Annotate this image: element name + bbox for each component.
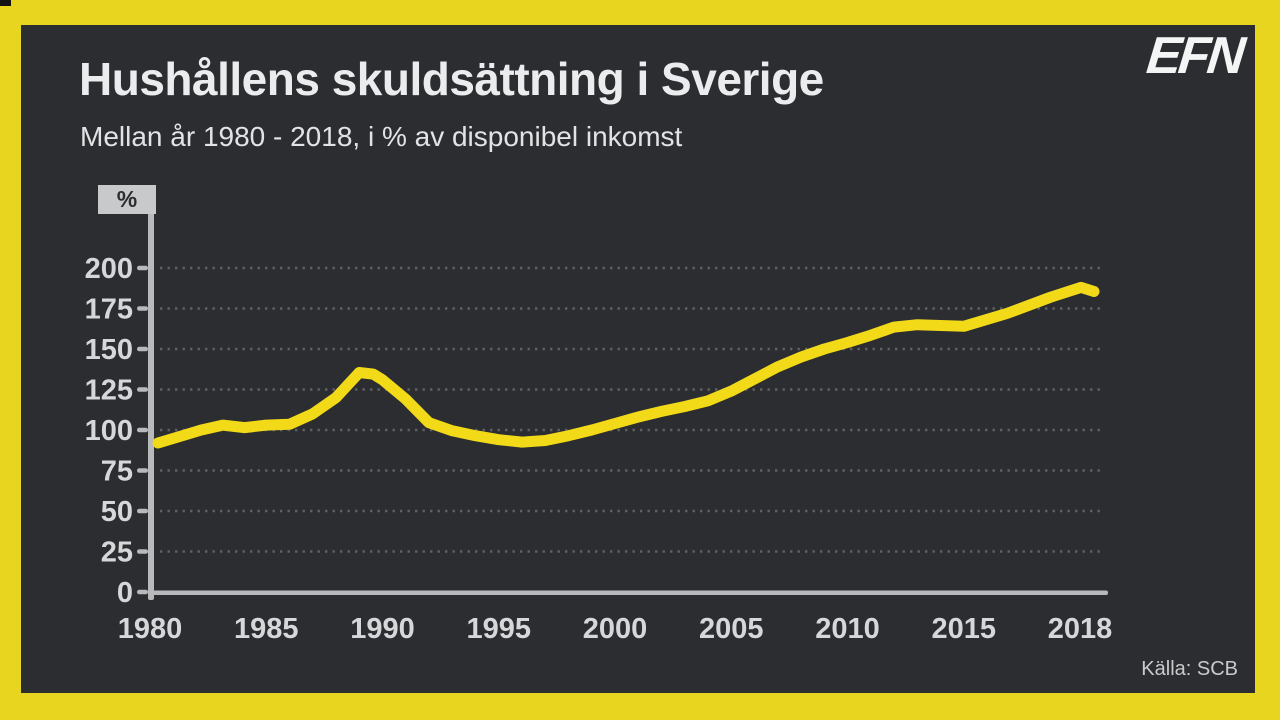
y-tick — [137, 346, 148, 352]
x-tick-label: 2018 — [1048, 613, 1113, 645]
y-tick-label: 0 — [117, 577, 133, 609]
x-tick-label: 1990 — [350, 613, 415, 645]
y-tick-label: 150 — [85, 334, 133, 366]
y-tick — [137, 265, 148, 271]
chart-panel — [21, 25, 1255, 693]
unit-label: % — [116, 186, 138, 212]
y-tick — [137, 468, 148, 473]
x-tick-label: 2010 — [815, 613, 880, 645]
efn-logo: EFN — [1143, 27, 1246, 85]
y-tick — [137, 306, 148, 311]
y-tick-label: 125 — [85, 375, 133, 407]
y-tick-label: 50 — [101, 496, 133, 528]
chart-subtitle: Mellan år 1980 - 2018, i % av disponibel… — [80, 121, 683, 152]
corner-notch — [0, 0, 11, 6]
y-tick-label: 100 — [85, 415, 133, 447]
x-tick-label: 1985 — [234, 613, 299, 645]
y-tick-label: 175 — [85, 294, 133, 326]
x-tick-label: 2005 — [699, 613, 764, 645]
x-tick-label: 1980 — [118, 613, 183, 645]
y-tick — [137, 508, 148, 514]
x-axis-line — [148, 590, 1108, 595]
chart-title: Hushållens skuldsättning i Sverige — [79, 53, 824, 105]
x-tick-label: 2015 — [931, 613, 996, 645]
y-tick — [137, 589, 148, 595]
source-label: Källa: SCB — [1141, 658, 1238, 680]
y-tick-label: 25 — [101, 537, 133, 569]
y-tick — [137, 549, 148, 554]
x-tick-label: 2000 — [583, 613, 648, 645]
y-tick-label: 75 — [101, 456, 133, 488]
y-tick-label: 200 — [85, 253, 133, 285]
debt-ratio-line — [152, 281, 1100, 449]
x-tick-label: 1995 — [466, 613, 531, 645]
y-tick — [137, 427, 148, 433]
y-axis-unit-box: % — [98, 185, 156, 214]
y-axis-line — [148, 200, 154, 600]
y-tick — [137, 387, 148, 392]
